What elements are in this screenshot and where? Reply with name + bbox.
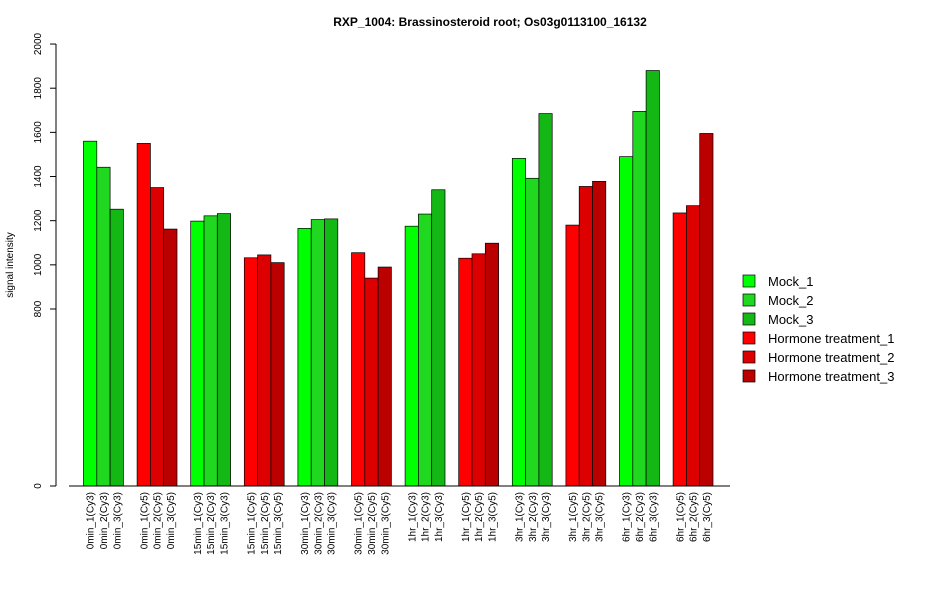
- chart-title: RXP_1004: Brassinosteroid root; Os03g011…: [333, 15, 647, 29]
- y-axis-label: signal intensity: [5, 232, 16, 298]
- x-tick-label: 0min_1(Cy3): [86, 492, 97, 549]
- x-tick-label: 1hr_1(Cy5): [461, 492, 472, 542]
- bar: [578, 186, 593, 487]
- x-tick-label: 30min_2(Cy3): [313, 492, 324, 555]
- x-tick-label: 15min_1(Cy5): [246, 492, 257, 555]
- x-tick-label: 1hr_2(Cy3): [421, 492, 432, 542]
- bar: [484, 242, 499, 487]
- x-tick-label: 0min_1(Cy5): [139, 492, 150, 549]
- x-tick-label: 15min_2(Cy3): [206, 492, 217, 555]
- legend-swatch: [742, 274, 756, 288]
- bar: [270, 262, 285, 487]
- x-tick-label: 15min_1(Cy3): [193, 492, 204, 555]
- bar: [163, 228, 178, 487]
- x-tick-label: 0min_2(Cy5): [153, 492, 164, 549]
- x-tick-label: 0min_3(Cy3): [112, 492, 123, 549]
- bar: [310, 219, 325, 487]
- y-tick-label: 1400: [33, 165, 44, 188]
- bar: [511, 158, 526, 487]
- x-tick-label: 30min_2(Cy5): [367, 492, 378, 555]
- bar: [257, 254, 272, 487]
- legend-label: Hormone treatment_1: [768, 331, 894, 346]
- y-tick-label: 1600: [33, 121, 44, 144]
- bar: [83, 140, 98, 487]
- x-tick-label: 1hr_1(Cy3): [407, 492, 418, 542]
- legend-label: Mock_2: [768, 293, 814, 308]
- bar-group: [83, 70, 714, 487]
- x-tick-label: 0min_3(Cy5): [166, 492, 177, 549]
- legend-label: Mock_3: [768, 312, 814, 327]
- bar: [404, 225, 419, 487]
- bar: [351, 252, 366, 487]
- legend-label: Mock_1: [768, 274, 814, 289]
- x-tick-labels: 0min_1(Cy3) 0min_2(Cy3) 0min_3(Cy3) 0min_1(…: [86, 492, 713, 555]
- x-tick-label: 1hr_2(Cy5): [474, 492, 485, 542]
- bar: [297, 228, 312, 487]
- y-tick-label: 1000: [33, 253, 44, 276]
- legend-swatch: [742, 350, 756, 364]
- x-tick-label: 3hr_1(Cy3): [514, 492, 525, 542]
- bar: [672, 212, 687, 487]
- legend-swatch: [742, 331, 756, 345]
- x-tick-label: 3hr_3(Cy5): [595, 492, 606, 542]
- legend-swatch: [742, 293, 756, 307]
- bar: [136, 143, 151, 487]
- x-tick-label: 3hr_3(Cy3): [541, 492, 552, 542]
- bar: [203, 215, 218, 487]
- bar: [458, 257, 473, 487]
- y-tick-label: 1200: [33, 209, 44, 232]
- x-tick-label: 15min_2(Cy5): [260, 492, 271, 555]
- x-tick-label: 1hr_3(Cy5): [487, 492, 498, 542]
- bar: [243, 257, 258, 487]
- bar: [538, 113, 553, 487]
- bar: [431, 189, 446, 487]
- bar: [699, 133, 714, 487]
- bar: [190, 220, 205, 487]
- x-tick-label: 0min_2(Cy3): [99, 492, 110, 549]
- x-tick-label: 6hr_2(Cy5): [689, 492, 700, 542]
- x-tick-label: 3hr_2(Cy5): [581, 492, 592, 542]
- y-tick-label: 1800: [33, 77, 44, 100]
- bar: [645, 70, 660, 487]
- x-tick-label: 30min_1(Cy3): [300, 492, 311, 555]
- x-tick-label: 30min_3(Cy5): [380, 492, 391, 555]
- x-tick-label: 3hr_1(Cy5): [568, 492, 579, 542]
- x-tick-label: 30min_1(Cy5): [354, 492, 365, 555]
- x-tick-label: 3hr_2(Cy3): [528, 492, 539, 542]
- x-tick-label: 1hr_3(Cy3): [434, 492, 445, 542]
- bar: [686, 205, 701, 487]
- y-axis: 0 800 1000 1200 1400 1600 1800 2000: [33, 32, 57, 489]
- x-tick-label: 15min_3(Cy5): [273, 492, 284, 555]
- bar: [565, 224, 580, 487]
- x-tick-label: 6hr_3(Cy5): [702, 492, 713, 542]
- y-tick-label: 800: [33, 300, 44, 317]
- legend-label: Hormone treatment_2: [768, 350, 894, 365]
- legend-swatch: [742, 312, 756, 326]
- bar: [324, 218, 339, 487]
- x-tick-label: 30min_3(Cy3): [327, 492, 338, 555]
- x-tick-label: 15min_3(Cy3): [219, 492, 230, 555]
- x-tick-label: 6hr_2(Cy3): [635, 492, 646, 542]
- bar: [364, 277, 379, 487]
- bar: [592, 181, 607, 487]
- bar: [619, 156, 634, 487]
- x-tick-label: 6hr_1(Cy5): [675, 492, 686, 542]
- bar: [632, 111, 647, 487]
- bar: [471, 253, 486, 487]
- x-tick-label: 6hr_1(Cy3): [622, 492, 633, 542]
- bar: [377, 266, 392, 487]
- bar: [150, 187, 165, 487]
- y-tick-label: 0: [33, 483, 44, 489]
- bar: [418, 213, 433, 487]
- x-tick-label: 6hr_3(Cy3): [648, 492, 659, 542]
- bar: [216, 213, 231, 487]
- bar: [109, 208, 124, 487]
- legend-label: Hormone treatment_3: [768, 369, 894, 384]
- legend: Mock_1 Mock_2 Mock_3 Hormone treatment_1 Hor…: [742, 274, 894, 384]
- bar: [96, 166, 111, 487]
- y-tick-label: 2000: [33, 32, 44, 55]
- bar: [525, 177, 540, 487]
- legend-swatch: [742, 369, 756, 383]
